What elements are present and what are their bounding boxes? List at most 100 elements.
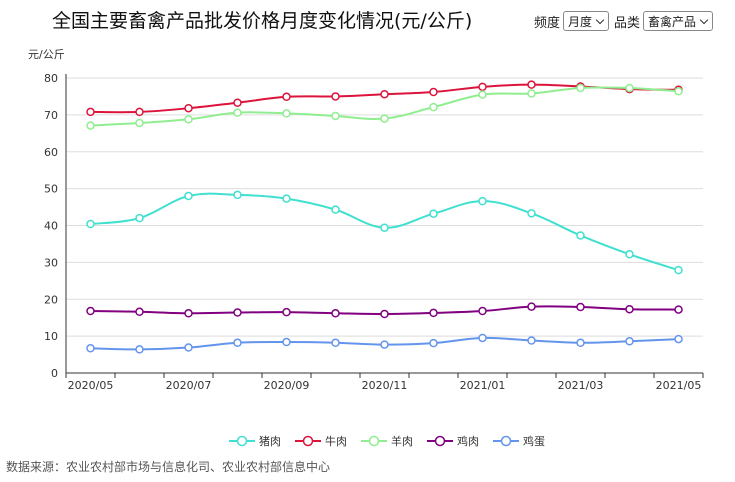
data-point [331,111,340,121]
data-point [576,231,585,240]
source-note: 数据来源：农业农村部市场与信息化司、农业农村部信息中心 [6,460,331,474]
page-title: 全国主要畜禽产品批发价格月度变化情况(元/公斤) [52,10,473,32]
data-point [184,191,193,201]
data-point [429,338,438,348]
data-point [331,205,340,214]
data-point [527,209,536,218]
frequency-select-value: 月度 [568,14,593,29]
legend-label: 鸡蛋 [523,435,545,448]
data-point [282,194,291,203]
data-point [429,87,438,97]
legend-marker-icon [229,435,255,447]
frequency-select[interactable]: 月度 [563,11,610,31]
legend-label: 鸡肉 [457,435,479,448]
data-point [576,83,585,93]
series-5 [86,333,683,354]
legend-item[interactable]: 猪肉 [229,433,281,449]
data-point [380,223,389,232]
data-point [478,90,487,99]
data-point [184,343,193,352]
chart-legend: 猪肉 牛肉 羊肉 鸡肉 鸡蛋 [229,433,559,449]
data-point [135,345,144,354]
x-tick-label: 2021/05 [656,379,702,392]
data-point [86,306,95,316]
data-point [429,209,438,218]
data-point [135,213,144,223]
data-point [674,334,683,344]
data-point [135,118,144,128]
y-tick-label: 70 [44,109,58,122]
data-point [429,308,438,318]
data-point [380,89,389,99]
data-point [331,338,340,348]
data-point [478,82,487,92]
data-point [527,89,536,98]
data-point [429,102,438,112]
data-point [282,337,291,347]
category-select-value: 畜禽产品 [648,14,697,29]
data-point [135,307,144,317]
legend-item[interactable]: 牛肉 [295,433,347,449]
data-point [576,302,585,312]
data-point [527,80,536,89]
x-tick-label: 2021/03 [558,379,604,392]
legend-item[interactable]: 鸡肉 [427,433,479,449]
x-tick-label: 2020/07 [166,379,212,392]
data-point [233,98,242,107]
data-point [527,302,536,311]
data-point [86,121,95,130]
line-chart: 0 10 20 30 40 50 60 70 80 2020/05 2020/07 2020/09 20… [44,72,704,392]
legend-label: 牛肉 [325,435,347,448]
data-point [576,338,585,348]
data-point [233,338,242,348]
y-tick-label: 10 [44,330,58,343]
legend-marker-icon [427,435,453,447]
series-2 [86,80,683,117]
data-point [86,219,95,229]
data-point [625,337,634,346]
legend-item[interactable]: 鸡蛋 [493,433,545,449]
data-point [86,344,95,353]
legend-item[interactable]: 羊肉 [361,433,413,449]
data-point [184,103,193,113]
y-axis-unit-label: 元/公斤 [28,48,65,61]
x-tick-label: 2021/01 [460,379,506,392]
data-point [674,305,683,314]
chart-controls: 频度 月度 品类 畜禽产品 [534,11,718,31]
category-select[interactable]: 畜禽产品 [643,11,714,31]
legend-marker-icon [295,435,321,447]
y-tick-label: 30 [44,256,58,269]
data-point [625,83,634,93]
x-tick-label: 2020/05 [68,379,114,392]
frequency-label: 频度 [534,15,561,31]
legend-marker-icon [361,435,387,447]
y-tick-label: 50 [44,183,58,196]
y-tick-label: 0 [51,367,58,380]
legend-label: 羊肉 [391,435,413,448]
data-point [282,307,291,317]
series-3 [86,83,683,130]
data-point [674,265,683,275]
data-point [282,92,291,102]
data-point [233,308,242,317]
series-4 [86,302,683,319]
y-tick-label: 40 [44,220,58,233]
data-point [380,114,389,123]
data-point [625,250,634,259]
data-point [282,109,291,118]
data-point [527,336,536,345]
data-point [184,115,193,124]
legend-label: 猪肉 [259,435,281,448]
data-point [625,304,634,314]
data-point [478,196,487,206]
data-point [184,309,193,318]
x-tick-label: 2020/11 [362,379,408,392]
series-1 [86,190,683,275]
data-point [331,92,340,101]
data-point [135,107,144,117]
data-point [380,340,389,349]
data-point [674,87,683,96]
data-point [478,333,487,343]
data-point [233,190,242,200]
legend-marker-icon [493,435,519,447]
